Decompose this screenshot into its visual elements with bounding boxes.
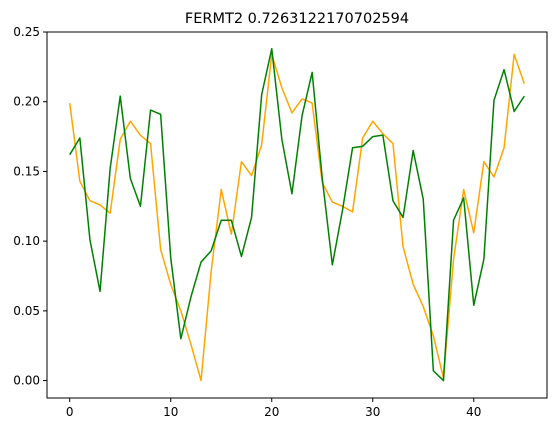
y-tick-label: 0.05 <box>13 304 40 318</box>
y-tick-label: 0.20 <box>13 95 40 109</box>
series-line-2 <box>69 47 525 382</box>
series-lines <box>68 47 525 382</box>
chart-title: FERMT2 0.7263122170702594 <box>185 11 409 27</box>
y-tick-label: 0.10 <box>13 234 40 248</box>
x-axis-ticks: 0 10 20 30 40 <box>66 398 481 419</box>
series-line-1 <box>68 53 525 382</box>
y-tick-label: 0.15 <box>13 164 40 178</box>
x-tick-label: 0 <box>66 405 74 419</box>
y-axis-ticks: 0.00 0.05 0.10 0.15 0.20 0.25 <box>13 25 47 388</box>
y-tick-label: 0.00 <box>13 374 40 388</box>
x-tick-label: 40 <box>466 405 481 419</box>
x-tick-label: 20 <box>264 405 279 419</box>
x-tick-label: 30 <box>365 405 380 419</box>
y-tick-label: 0.25 <box>13 25 40 39</box>
plot-frame <box>46 31 548 399</box>
x-tick-label: 10 <box>163 405 178 419</box>
